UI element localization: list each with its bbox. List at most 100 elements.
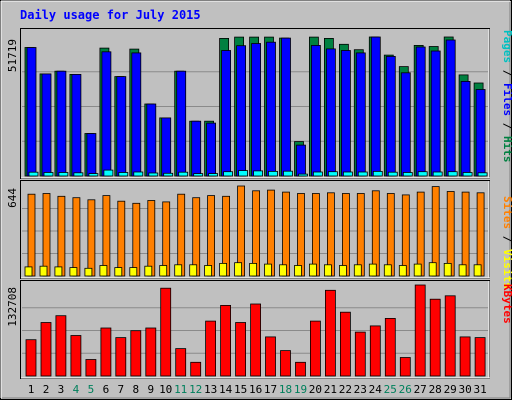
files-bar — [191, 120, 202, 177]
day-label: 9 — [147, 383, 154, 396]
kbytes-bar — [55, 315, 67, 377]
pages-bar — [268, 170, 278, 177]
sites-bar — [311, 193, 320, 277]
kbytes-bar — [220, 304, 232, 377]
sites-bar — [117, 200, 126, 277]
visits-bar — [129, 267, 138, 277]
day-label: 19 — [294, 383, 307, 396]
visits-bar — [383, 264, 392, 277]
files-bar — [475, 89, 486, 177]
kbytes-legend: KBytes — [501, 284, 512, 324]
visits-bar — [144, 265, 153, 277]
files-bar — [101, 51, 112, 177]
pages-bar — [208, 173, 219, 177]
kbytes-bar — [384, 317, 396, 377]
visits-bar — [219, 262, 228, 277]
day-label: 5 — [88, 383, 95, 396]
kbytes-bar — [265, 336, 276, 377]
kbytes-bar — [369, 325, 381, 377]
visits-bar — [473, 264, 482, 277]
sites-bar — [57, 195, 66, 277]
day-label: 18 — [279, 383, 292, 396]
pages-bar — [103, 169, 114, 177]
files-bar — [221, 50, 232, 177]
files-bar — [460, 81, 471, 177]
day-label: 1 — [28, 383, 35, 396]
pages-bar — [402, 172, 413, 177]
kbytes-bar — [414, 284, 426, 377]
pages-bar — [312, 171, 323, 177]
kbytes-bar — [429, 298, 441, 377]
chart-title: Daily usage for July 2015 — [20, 8, 201, 22]
day-label: 16 — [249, 383, 262, 396]
visits-bar — [84, 267, 93, 277]
pages-bar — [163, 172, 174, 177]
day-label: 30 — [458, 383, 471, 396]
pages-bar — [28, 171, 39, 177]
day-label: 21 — [324, 383, 337, 396]
kbytes-bar — [40, 322, 52, 377]
kbytes-bar — [160, 287, 172, 377]
files-bar — [236, 45, 247, 177]
sites-bar — [72, 197, 81, 277]
pages-bar — [58, 172, 69, 177]
pages-bar — [43, 172, 54, 177]
day-label: 25 — [384, 383, 397, 396]
day-label: 11 — [174, 383, 187, 396]
files-bar — [161, 117, 172, 177]
day-label: 20 — [309, 383, 322, 396]
hits-max-label: 51719 — [6, 39, 19, 72]
visits-bar — [189, 264, 198, 277]
kbytes-bar — [115, 337, 127, 377]
day-label: 13 — [204, 383, 217, 396]
kbytes-bar — [474, 337, 486, 377]
files-bar — [445, 39, 456, 177]
day-label: 29 — [444, 383, 457, 396]
files-bar — [251, 43, 262, 177]
files-bar — [296, 144, 306, 177]
kbytes-bar — [444, 295, 456, 377]
kbytes-bar — [324, 289, 336, 377]
pages-bar — [477, 172, 488, 177]
sites-bar — [267, 189, 275, 277]
visits-bar — [174, 264, 183, 277]
visits-bar — [294, 265, 302, 277]
day-label: 8 — [132, 383, 139, 396]
sites-bar — [132, 202, 141, 277]
sites-bar — [371, 190, 380, 277]
day-label: 6 — [103, 383, 110, 396]
kbytes-bar — [354, 331, 366, 377]
hits-panel: 51719 Pages / Files / Hits — [6, 28, 512, 179]
day-label: 14 — [219, 383, 233, 396]
visits-bar — [114, 267, 123, 277]
day-label: 7 — [117, 383, 124, 396]
files-bar — [325, 48, 336, 177]
pages-bar — [387, 171, 398, 177]
visits-bar — [204, 265, 213, 277]
visits-bar — [159, 265, 168, 277]
kbytes-bar — [190, 361, 202, 377]
day-label: 24 — [369, 383, 383, 396]
files-bar — [176, 70, 187, 177]
day-label: 26 — [399, 383, 412, 396]
sites-bar — [102, 195, 111, 277]
visits-bar — [338, 265, 347, 277]
pages-bar — [88, 173, 99, 177]
visits-max-label: 644 — [6, 188, 19, 208]
day-label: 22 — [339, 383, 352, 396]
sites-bar — [87, 199, 96, 277]
kbytes-panel: 132708 KBytes — [6, 280, 512, 379]
sites-bar — [207, 195, 216, 277]
day-label: 31 — [473, 383, 486, 396]
kbytes-bar — [250, 303, 262, 377]
legend-entry: Visits — [501, 249, 512, 289]
day-label: 23 — [354, 383, 367, 396]
day-label: 28 — [429, 383, 442, 396]
visits-bar — [323, 264, 332, 277]
day-label: 27 — [414, 383, 427, 396]
hits-legend: Pages / Files / Hits — [501, 30, 512, 163]
files-bar — [86, 133, 97, 177]
day-label: 12 — [189, 383, 202, 396]
sites-bar — [326, 192, 335, 277]
day-axis-labels: 1 2 3 4 5 6 7 8 9 10 11 12 13 14 15 16 17 18 19 20 21 22 23 24 2… — [28, 383, 487, 396]
